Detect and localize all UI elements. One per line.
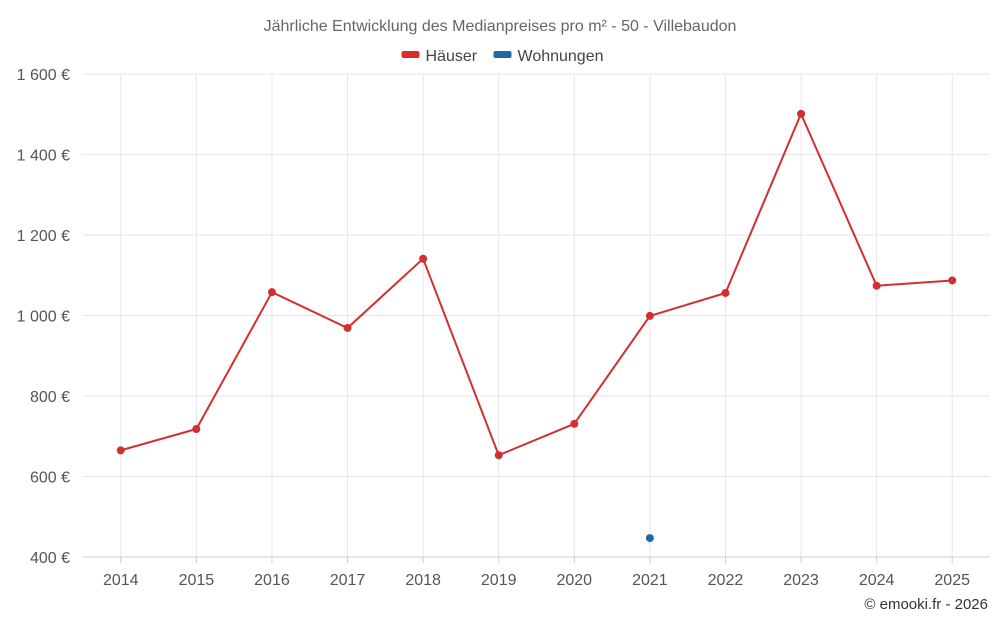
y-tick-label: 800 € — [30, 389, 70, 406]
data-point-h-user[interactable] — [192, 425, 201, 434]
x-tick-label: 2021 — [632, 572, 668, 589]
data-point-h-user[interactable] — [721, 288, 730, 297]
data-point-h-user[interactable] — [116, 446, 125, 455]
y-tick-label: 600 € — [30, 470, 70, 487]
data-point-h-user[interactable] — [343, 323, 352, 332]
legend-label: Wohnungen — [518, 48, 604, 65]
x-tick-label: 2022 — [708, 572, 744, 589]
data-point-h-user[interactable] — [494, 451, 503, 460]
data-point-wohnungen[interactable] — [645, 534, 654, 543]
data-point-h-user[interactable] — [419, 254, 428, 263]
legend-swatch — [401, 51, 420, 58]
data-point-h-user[interactable] — [948, 276, 957, 285]
legend-label: Häuser — [426, 48, 478, 65]
x-tick-label: 2019 — [481, 572, 517, 589]
legend-swatch — [493, 51, 512, 58]
x-tick-label: 2025 — [934, 572, 970, 589]
x-tick-label: 2018 — [405, 572, 441, 589]
data-point-h-user[interactable] — [570, 419, 579, 428]
x-tick-label: 2015 — [179, 572, 215, 589]
x-tick-label: 2023 — [783, 572, 819, 589]
x-tick-label: 2014 — [103, 572, 139, 589]
x-tick-label: 2016 — [254, 572, 290, 589]
grid — [83, 73, 990, 557]
chart-legend: Häuser Wohnungen — [401, 48, 604, 65]
legend-item-wohnungen[interactable]: Wohnungen — [493, 48, 604, 65]
data-point-h-user[interactable] — [872, 281, 881, 290]
y-tick-label: 1 600 € — [17, 67, 70, 84]
y-tick-label: 1 000 € — [17, 309, 70, 326]
credit-text: © emooki.fr - 2026 — [864, 596, 988, 613]
y-tick-label: 400 € — [30, 550, 70, 567]
x-tick-label: 2024 — [859, 572, 895, 589]
series-layer — [116, 109, 957, 543]
x-tick-label: 2020 — [556, 572, 592, 589]
data-point-h-user[interactable] — [797, 109, 806, 118]
data-point-h-user[interactable] — [645, 311, 654, 320]
chart-title: Jährliche Entwicklung des Medianpreises … — [264, 18, 737, 35]
y-tick-label: 1 400 € — [17, 148, 70, 165]
x-tick-label: 2017 — [330, 572, 366, 589]
data-point-h-user[interactable] — [267, 288, 276, 297]
legend-item-h-user[interactable]: Häuser — [401, 48, 478, 65]
series-line-h-user — [120, 112, 953, 457]
axes: 400 € 600 € 800 € 1 000 € 1 200 € 1 400 € 1 60… — [17, 67, 990, 589]
y-tick-label: 1 200 € — [17, 228, 70, 245]
